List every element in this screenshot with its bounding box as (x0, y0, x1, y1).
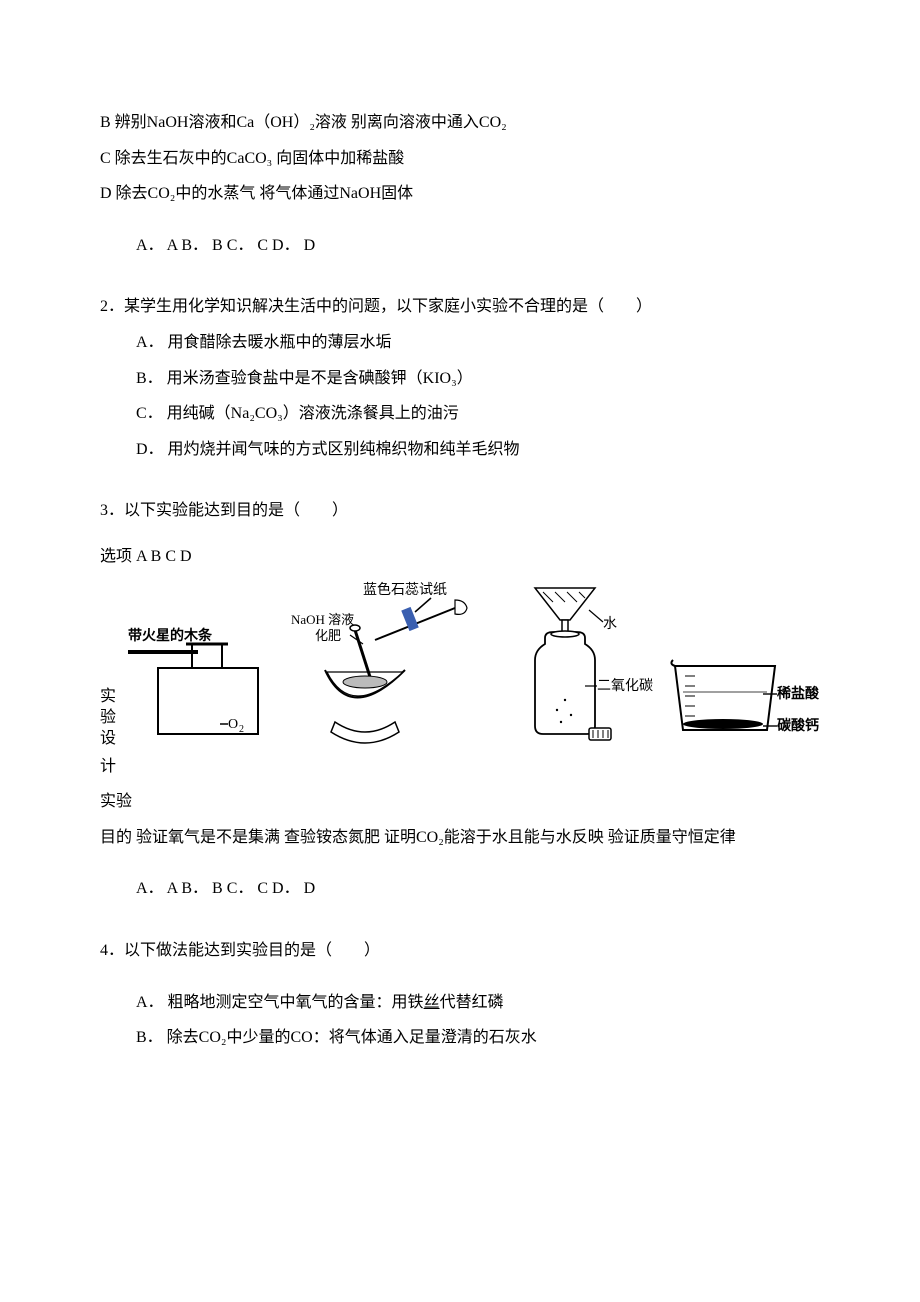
q2-stem: 2．某学生用化学知识解决生活中的问题，以下家庭小实验不合理的是（ ） (100, 294, 820, 320)
q3-design-label: 实验设 (100, 687, 116, 749)
diagram-a: 带火星的木条 O 2 (120, 580, 285, 750)
q3-header-row: 选项 A B C D (100, 544, 820, 570)
svg-text:化肥: 化肥 (315, 628, 341, 643)
q3-stem: 3．以下实验能达到目的是（ ） (100, 498, 820, 524)
q1-option-b: B 辨别NaOH溶液和Ca（OH）₂溶液 别离向溶液中通入CO₂ (100, 110, 820, 136)
q1-answer-options: A． A B． B C． C D． D (100, 233, 820, 259)
label-litmus: 蓝色石蕊试纸 (363, 581, 447, 598)
q3-purpose: 目的 验证氧气是不是集满 查验铵态氮肥 证明CO₂能溶于水且能与水反映 验证质量… (100, 825, 820, 851)
q1-option-d: D 除去CO₂中的水蒸气 将气体通过NaOH固体 (100, 181, 820, 207)
q2-option-b: B． 用米汤查验食盐中是不是含碘酸钾（KIO₃） (100, 366, 820, 392)
question-3: 3．以下实验能达到目的是（ ） 选项 A B C D 实验设 带火星的木条 (100, 498, 820, 902)
svg-text:稀盐酸: 稀盐酸 (777, 685, 820, 702)
q2-option-c: C． 用纯碱（Na₂CO₃）溶液洗涤餐具上的油污 (100, 401, 820, 427)
document-page: B 辨别NaOH溶液和Ca（OH）₂溶液 别离向溶液中通入CO₂ C 除去生石灰… (0, 0, 920, 1121)
diagram-d: 稀盐酸 碳酸钙 (655, 580, 825, 750)
label-woodstick: 带火星的木条 (128, 627, 213, 644)
svg-text:碳酸钙: 碳酸钙 (777, 717, 819, 734)
question-4: 4．以下做法能达到实验目的是（ ） A． 粗略地测定空气中氧气的含量：用铁丝代替… (100, 938, 820, 1051)
q3-ji: 计 (100, 754, 820, 780)
svg-text:2: 2 (239, 724, 244, 735)
question-2: 2．某学生用化学知识解决生活中的问题，以下家庭小实验不合理的是（ ） A． 用食… (100, 294, 820, 462)
q3-diagram-row: 实验设 带火星的木条 O 2 (100, 580, 820, 750)
diagram-c: 水 二氧化碳 (485, 580, 655, 750)
q3-purpose-prefix: 实验 (100, 789, 820, 815)
q2-option-d: D． 用灼烧并闻气味的方式区别纯棉织物和纯羊毛织物 (100, 437, 820, 463)
q2-option-a: A． 用食醋除去暖水瓶中的薄层水垢 (100, 330, 820, 356)
q4-option-b: B． 除去CO₂中少量的CO：将气体通入足量澄清的石灰水 (100, 1025, 820, 1051)
q4-option-a: A． 粗略地测定空气中氧气的含量：用铁丝代替红磷 (100, 990, 820, 1016)
svg-text:O: O (228, 717, 238, 732)
q4-stem: 4．以下做法能达到实验目的是（ ） (100, 938, 820, 964)
svg-text:水: 水 (603, 616, 617, 632)
q1-option-c: C 除去生石灰中的CaCO₃ 向固体中加稀盐酸 (100, 146, 820, 172)
svg-text:NaOH 溶液: NaOH 溶液 (291, 612, 354, 627)
svg-text:二氧化碳: 二氧化碳 (597, 678, 653, 694)
q3-answer-options: A． A B． B C． C D． D (100, 876, 820, 902)
diagram-b: 蓝色石蕊试纸 NaOH 溶液 化肥 (285, 580, 485, 750)
